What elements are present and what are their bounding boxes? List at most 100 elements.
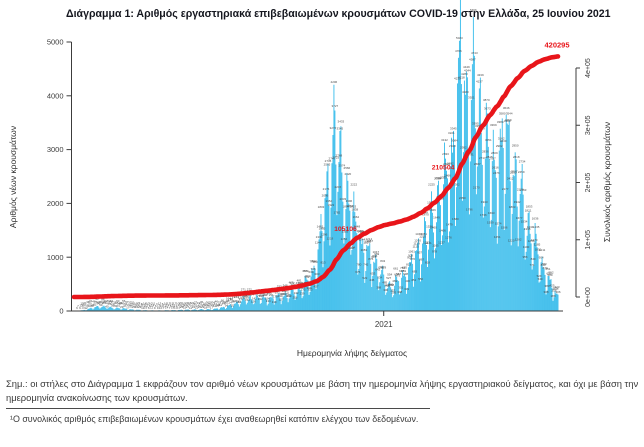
svg-text:1202: 1202 [515, 238, 522, 242]
svg-text:780: 780 [356, 262, 361, 266]
note-main: Σημ.: οι στήλες στο Διάγραμμα 1 εκφράζου… [6, 378, 639, 403]
svg-text:27: 27 [186, 305, 190, 309]
svg-text:405: 405 [289, 280, 294, 284]
svg-text:549: 549 [538, 277, 543, 281]
svg-text:16: 16 [203, 301, 207, 305]
svg-text:271: 271 [241, 288, 246, 292]
svg-text:134: 134 [266, 299, 271, 303]
svg-text:15: 15 [174, 306, 178, 310]
svg-text:241: 241 [257, 294, 262, 298]
svg-text:818: 818 [425, 260, 430, 264]
svg-text:896: 896 [372, 254, 377, 258]
svg-text:0: 0 [59, 307, 63, 316]
svg-text:21: 21 [83, 301, 87, 305]
svg-text:3162: 3162 [498, 136, 505, 140]
annotation-210504: 210504 [432, 164, 455, 171]
svg-text:127: 127 [279, 298, 284, 302]
svg-text:639: 639 [308, 270, 313, 274]
svg-text:650: 650 [546, 271, 551, 275]
svg-text:1061: 1061 [408, 249, 415, 253]
svg-text:4206: 4206 [331, 80, 338, 84]
svg-text:2950: 2950 [512, 144, 519, 148]
svg-text:1649: 1649 [433, 216, 440, 220]
svg-text:3459: 3459 [505, 118, 512, 122]
svg-text:163: 163 [286, 293, 291, 297]
svg-text:15: 15 [80, 301, 84, 305]
svg-text:1448: 1448 [353, 224, 360, 228]
svg-text:12: 12 [150, 306, 154, 310]
svg-text:94: 94 [96, 301, 100, 305]
svg-text:1803: 1803 [318, 205, 325, 209]
svg-text:485: 485 [382, 280, 387, 284]
chart-title: Διάγραμμα 1: Αριθμός εργαστηριακά επιβεβ… [66, 8, 611, 20]
svg-text:810: 810 [541, 263, 546, 267]
svg-text:6: 6 [162, 302, 164, 306]
svg-text:16: 16 [190, 303, 194, 307]
svg-text:9: 9 [157, 306, 159, 310]
svg-text:51: 51 [111, 304, 115, 308]
svg-text:771: 771 [530, 263, 535, 267]
axes: 01000200030004000500020210e+001e+052e+05… [47, 38, 592, 329]
svg-text:30: 30 [193, 303, 197, 307]
svg-text:481: 481 [297, 278, 302, 282]
svg-text:1141: 1141 [425, 241, 432, 245]
svg-text:3272: 3272 [330, 126, 337, 130]
svg-text:44: 44 [124, 302, 128, 306]
svg-text:1185: 1185 [534, 243, 541, 247]
svg-text:49: 49 [90, 304, 94, 308]
svg-text:20: 20 [127, 303, 131, 307]
svg-text:1479: 1479 [446, 223, 453, 227]
svg-text:876: 876 [368, 257, 373, 261]
svg-text:13: 13 [79, 304, 83, 308]
svg-text:1803: 1803 [509, 205, 516, 209]
svg-text:7: 7 [163, 306, 165, 310]
svg-text:35: 35 [224, 300, 228, 304]
svg-text:292: 292 [275, 291, 280, 295]
svg-text:956: 956 [523, 255, 528, 259]
svg-text:2466: 2466 [444, 174, 451, 178]
svg-text:8: 8 [141, 302, 143, 306]
svg-text:233: 233 [287, 294, 292, 298]
svg-text:40: 40 [105, 304, 109, 308]
svg-text:15: 15 [145, 304, 149, 308]
svg-text:425: 425 [549, 284, 554, 288]
svg-text:3673: 3673 [484, 107, 491, 111]
cumulative-cases-line [71, 54, 561, 300]
svg-text:31: 31 [112, 303, 116, 307]
svg-text:754: 754 [400, 266, 405, 270]
svg-text:49: 49 [114, 304, 118, 308]
svg-text:783: 783 [542, 262, 547, 266]
svg-text:16: 16 [134, 301, 138, 305]
svg-text:78: 78 [108, 302, 112, 306]
svg-text:1381: 1381 [420, 232, 427, 236]
svg-text:15: 15 [170, 301, 174, 305]
daily-cases-bars [73, 0, 559, 312]
svg-text:18: 18 [204, 306, 208, 310]
svg-text:670: 670 [543, 266, 548, 270]
svg-text:1460: 1460 [430, 226, 437, 230]
svg-text:126: 126 [238, 295, 243, 299]
svg-text:2717: 2717 [479, 156, 486, 160]
svg-text:840: 840 [531, 257, 536, 261]
svg-text:1534: 1534 [521, 220, 528, 224]
svg-text:7: 7 [169, 306, 171, 310]
svg-text:1853: 1853 [349, 205, 356, 209]
svg-text:104: 104 [226, 297, 231, 301]
svg-text:469: 469 [392, 279, 397, 283]
svg-text:31: 31 [131, 301, 135, 305]
svg-text:46: 46 [215, 300, 219, 304]
svg-text:114: 114 [227, 300, 232, 304]
svg-text:27: 27 [194, 301, 198, 305]
svg-text:1214: 1214 [365, 237, 372, 241]
svg-text:246: 246 [267, 291, 272, 295]
svg-text:88: 88 [232, 300, 236, 304]
svg-text:19: 19 [177, 305, 181, 309]
svg-text:1796: 1796 [466, 208, 473, 212]
svg-text:15: 15 [81, 306, 85, 310]
svg-text:126: 126 [251, 300, 256, 304]
svg-text:14: 14 [166, 304, 170, 308]
svg-text:1115: 1115 [412, 244, 419, 248]
svg-text:191: 191 [280, 292, 285, 296]
svg-text:230: 230 [278, 294, 283, 298]
svg-text:86: 86 [101, 298, 105, 302]
